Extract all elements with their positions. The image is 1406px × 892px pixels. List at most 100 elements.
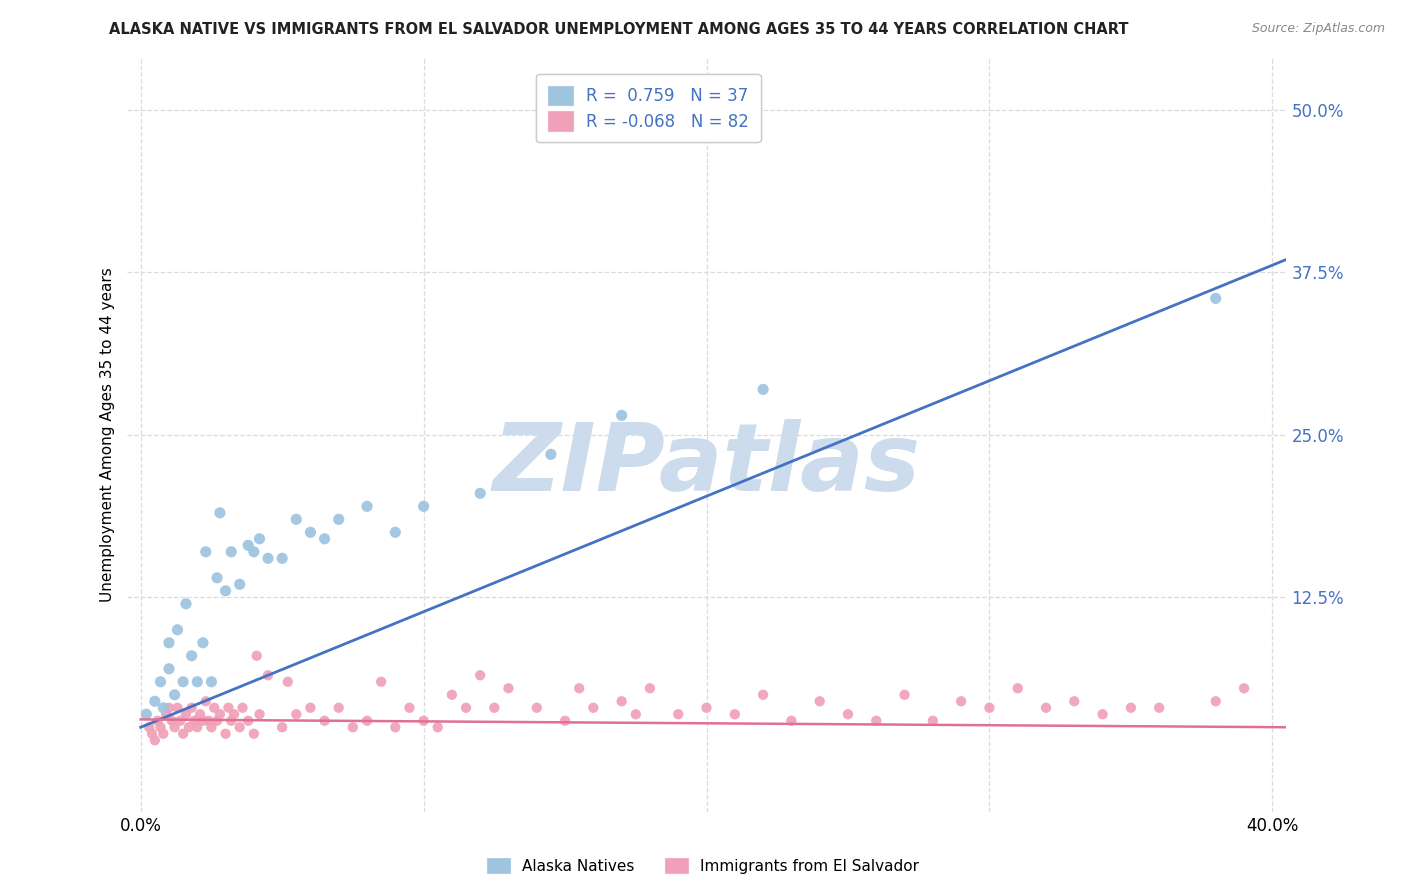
Point [893, 688, 915, 702]
Point [243, 727, 266, 741]
Point [191, 636, 214, 650]
Point [205, 571, 228, 585]
Point [752, 383, 775, 397]
Point [1007, 681, 1029, 696]
Point [271, 551, 294, 566]
Point [314, 532, 336, 546]
Point [169, 714, 191, 728]
Point [180, 700, 202, 714]
Point [384, 720, 406, 734]
Point [1035, 700, 1057, 714]
Point [214, 727, 236, 741]
Point [186, 720, 208, 734]
Point [155, 707, 177, 722]
Text: ZIPatlas: ZIPatlas [492, 419, 921, 511]
Point [426, 720, 449, 734]
Point [808, 694, 831, 708]
Point [470, 668, 492, 682]
Point [554, 714, 576, 728]
Point [299, 525, 322, 540]
Point [143, 733, 166, 747]
Point [498, 681, 520, 696]
Point [328, 512, 350, 526]
Point [249, 532, 271, 546]
Point [440, 688, 463, 702]
Point [219, 714, 242, 728]
Point [666, 707, 689, 722]
Point [246, 648, 269, 663]
Point [172, 674, 194, 689]
Point [568, 681, 591, 696]
Point [163, 688, 186, 702]
Point [143, 694, 166, 708]
Point [540, 447, 562, 461]
Point [157, 636, 180, 650]
Point [188, 707, 211, 722]
Point [624, 707, 647, 722]
Point [638, 681, 661, 696]
Point [238, 538, 260, 552]
Point [370, 674, 392, 689]
Point [217, 700, 239, 714]
Point [219, 545, 242, 559]
Point [356, 714, 378, 728]
Point [610, 409, 633, 423]
Point [208, 707, 231, 722]
Point [149, 720, 172, 734]
Point [299, 700, 322, 714]
Point [249, 707, 271, 722]
Point [202, 700, 225, 714]
Legend: R =  0.759   N = 37, R = -0.068   N = 82: R = 0.759 N = 37, R = -0.068 N = 82 [536, 74, 761, 143]
Point [191, 714, 214, 728]
Point [752, 688, 775, 702]
Text: ALASKA NATIVE VS IMMIGRANTS FROM EL SALVADOR UNEMPLOYMENT AMONG AGES 35 TO 44 YE: ALASKA NATIVE VS IMMIGRANTS FROM EL SALV… [108, 22, 1129, 37]
Point [228, 577, 250, 591]
Point [138, 720, 160, 734]
Point [398, 700, 420, 714]
Point [222, 707, 245, 722]
Point [277, 674, 299, 689]
Point [157, 700, 180, 714]
Point [163, 720, 186, 734]
Point [166, 623, 188, 637]
Point [470, 486, 492, 500]
Point [1063, 694, 1085, 708]
Point [205, 714, 228, 728]
Point [724, 707, 747, 722]
Point [271, 720, 294, 734]
Point [214, 583, 236, 598]
Point [186, 674, 208, 689]
Point [149, 674, 172, 689]
Point [1091, 707, 1114, 722]
Point [243, 545, 266, 559]
Point [238, 714, 260, 728]
Point [582, 700, 605, 714]
Point [160, 714, 183, 728]
Point [172, 727, 194, 741]
Point [141, 727, 163, 741]
Point [328, 700, 350, 714]
Point [412, 714, 434, 728]
Point [285, 512, 308, 526]
Point [183, 714, 205, 728]
Point [177, 720, 200, 734]
Point [610, 694, 633, 708]
Point [837, 707, 859, 722]
Point [454, 700, 477, 714]
Point [526, 700, 548, 714]
Point [194, 694, 217, 708]
Point [1205, 292, 1227, 306]
Point [228, 720, 250, 734]
Point [257, 668, 280, 682]
Point [950, 694, 973, 708]
Point [174, 707, 197, 722]
Point [152, 727, 174, 741]
Point [1147, 700, 1170, 714]
Point [484, 700, 506, 714]
Point [1119, 700, 1142, 714]
Point [200, 720, 222, 734]
Point [135, 707, 157, 722]
Point [412, 500, 434, 514]
Point [208, 506, 231, 520]
Point [314, 714, 336, 728]
